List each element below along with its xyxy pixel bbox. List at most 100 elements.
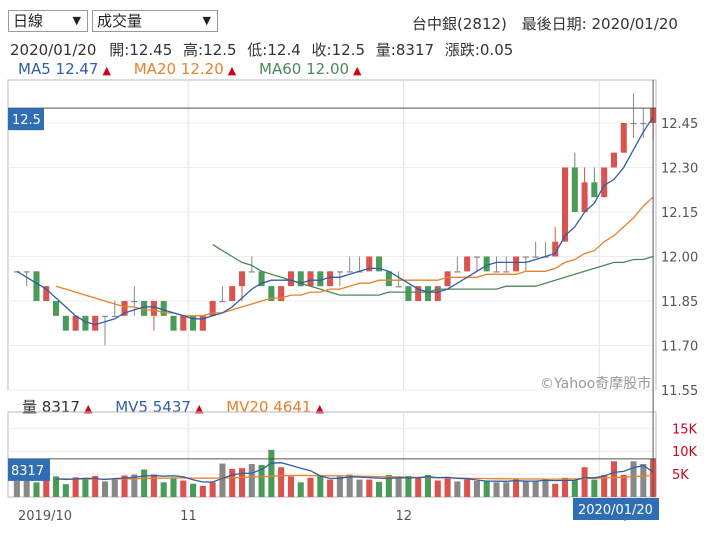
volume-bar [150, 474, 157, 497]
indicator-select[interactable]: 成交量 ▼ [92, 10, 218, 32]
volume-bar [503, 482, 510, 497]
volume-bar [473, 480, 480, 497]
candle-body [532, 256, 539, 258]
volume-bar [493, 482, 500, 497]
candle-body [493, 271, 500, 273]
volume-bar [376, 481, 383, 497]
candle-body [415, 286, 422, 301]
volume-bar [13, 480, 20, 497]
candle-body [190, 315, 197, 331]
volume-bar [229, 469, 236, 497]
candle-body [209, 301, 216, 316]
candle-body [268, 286, 275, 301]
candle-body [610, 152, 617, 168]
close-value: 12.5 [331, 41, 366, 59]
ma5-legend: MA5 12.47 ▲ [18, 60, 116, 78]
volume-bar [415, 477, 422, 497]
volume-bar [278, 467, 285, 497]
candle-body [620, 123, 627, 153]
volume-bar [111, 479, 118, 497]
quote-line: 2020/01/20 開:12.45 高:12.5 低:12.4 收:12.5 … [10, 39, 513, 60]
volume-bar [101, 481, 109, 497]
volume-bar [581, 467, 588, 497]
candle-body [287, 271, 294, 287]
candle-body [160, 301, 167, 316]
candle-body [180, 315, 187, 331]
volume-bar [180, 480, 187, 497]
volume-bar [395, 476, 402, 497]
candle-body [444, 271, 451, 287]
candle-body [111, 315, 118, 318]
price-tick-label: 11.85 [661, 295, 698, 310]
volume-bar [297, 482, 304, 497]
volume-bar [268, 449, 275, 497]
price-tick-label: 12.30 [661, 162, 698, 177]
ma20-label: MA20 [133, 60, 177, 78]
volume-bar [610, 461, 617, 497]
candle-body [258, 271, 265, 287]
candle-body [522, 256, 529, 258]
candle-body [23, 271, 30, 273]
ma20-value: 12.20 [180, 60, 224, 78]
volume-bar [405, 475, 412, 497]
volume-bar [571, 480, 578, 497]
period-select[interactable]: 日線 ▼ [8, 10, 88, 32]
volume-bar [542, 478, 549, 497]
price-tag-box [8, 108, 44, 131]
quote-date: 2020/01/20 [10, 41, 97, 59]
volume-bar [92, 475, 99, 497]
last-date-label: 最後日期: [521, 15, 587, 33]
volume-bar [424, 475, 432, 497]
candle-body [454, 271, 461, 273]
candle-body [346, 271, 353, 273]
volume-bar [464, 479, 471, 497]
volume-bar [317, 476, 324, 497]
price-tag-label: 12.5 [12, 113, 41, 128]
low-value: 12.4 [267, 41, 301, 59]
volume-bar [62, 484, 69, 497]
mv5-line [55, 462, 654, 483]
volume-bar [454, 481, 461, 497]
candle-body [630, 123, 637, 125]
date-tag-label: 2020/01/20 [578, 503, 653, 518]
up-arrow-icon: ▲ [315, 402, 324, 415]
period-select-value: 日線 [13, 12, 44, 30]
volume-bar [591, 479, 598, 497]
indicator-select-value: 成交量 [97, 12, 143, 30]
ma5-label: MA5 [18, 60, 51, 78]
chevron-down-icon: ▼ [202, 14, 211, 27]
last-date: 2020/01/20 [591, 15, 678, 33]
candle-body [121, 301, 128, 316]
volume-tick-label: 15K [672, 422, 698, 437]
low-label: 低: [247, 41, 268, 59]
candle-body [72, 315, 79, 331]
volume-bar [483, 481, 490, 497]
candle-body [336, 271, 343, 273]
volume-tag-label: 8317 [11, 464, 44, 479]
ma60-label: MA60 [259, 60, 302, 78]
candle-body [640, 123, 647, 125]
volume-bar [209, 482, 216, 497]
volume-bar [248, 464, 255, 497]
volume-bar [356, 479, 363, 497]
candle-body [53, 301, 60, 316]
ma5-value: 12.47 [55, 60, 99, 78]
candle-body [199, 315, 206, 331]
volume-bar [336, 475, 343, 497]
candle-body [581, 182, 588, 212]
volume-bar [552, 483, 559, 497]
volume-bar [620, 475, 627, 497]
volume-bar [346, 474, 353, 497]
volume-bar [307, 477, 314, 497]
price-tick-label: 11.70 [661, 340, 698, 355]
price-tick-label: 11.55 [661, 384, 698, 399]
candle-body [376, 256, 383, 272]
up-arrow-icon: ▲ [83, 402, 93, 415]
ma20-legend: MA20 12.20 ▲ [134, 60, 241, 78]
up-arrow-icon: ▲ [194, 402, 204, 415]
volume-bar [513, 478, 520, 497]
candle-body [405, 286, 412, 301]
candle-body [219, 301, 226, 303]
volume-tag-box [8, 458, 50, 481]
